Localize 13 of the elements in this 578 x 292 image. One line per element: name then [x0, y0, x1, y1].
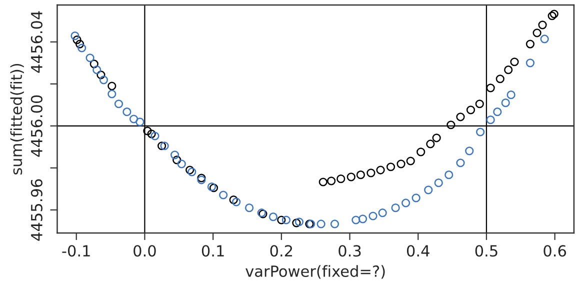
x-tick-label: 0.6: [544, 245, 566, 257]
y-axis-title: sum(fitted(fit)): [10, 64, 24, 174]
x-axis-title: varPower(fixed=?): [246, 265, 385, 279]
x-tick-label: 0.3: [338, 245, 361, 257]
y-tick-label: 4456.00: [30, 95, 42, 157]
x-tick-label: -0.1: [62, 245, 90, 257]
x-tick-label: 0.0: [134, 245, 156, 257]
x-tick-label: 0.4: [406, 245, 430, 257]
x-tick-label: 0.1: [202, 245, 224, 257]
y-tick-label: 4456.04: [30, 11, 42, 73]
x-tick-label: 0.2: [270, 245, 292, 257]
y-tick-label: 4455.96: [30, 179, 42, 241]
x-tick-label: 0.5: [475, 245, 498, 257]
